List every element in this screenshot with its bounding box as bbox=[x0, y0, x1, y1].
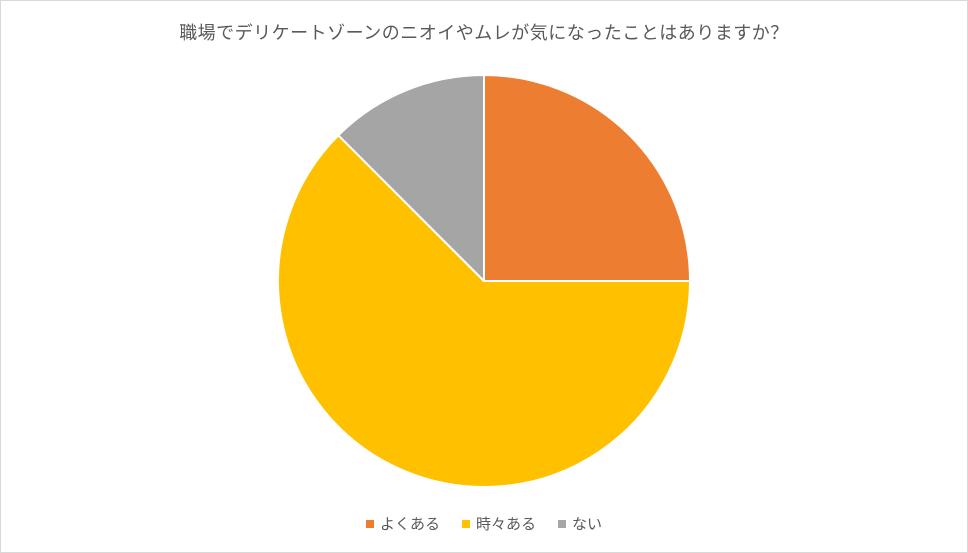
legend-label-1: 時々ある bbox=[475, 515, 536, 533]
pie-slice-1 bbox=[277, 134, 691, 488]
legend-item-0: よくある bbox=[365, 513, 440, 534]
chart-title: 職場でデリケートゾーンのニオイやムレが気になったことはありますか？ bbox=[179, 23, 789, 44]
legend-label-2: ない bbox=[572, 515, 603, 533]
legend-swatch-0 bbox=[365, 519, 374, 528]
legend-item-1: 時々ある bbox=[461, 513, 536, 534]
pie-slices bbox=[277, 74, 691, 488]
legend-label-0: よくある bbox=[379, 515, 440, 533]
pie-slice-2 bbox=[337, 74, 485, 282]
legend: よくある 時々ある ない bbox=[1, 513, 967, 534]
legend-item-2: ない bbox=[558, 513, 602, 534]
legend-swatch-2 bbox=[558, 519, 566, 528]
legend-swatch-1 bbox=[461, 519, 470, 528]
pie-slice-0 bbox=[483, 74, 691, 282]
